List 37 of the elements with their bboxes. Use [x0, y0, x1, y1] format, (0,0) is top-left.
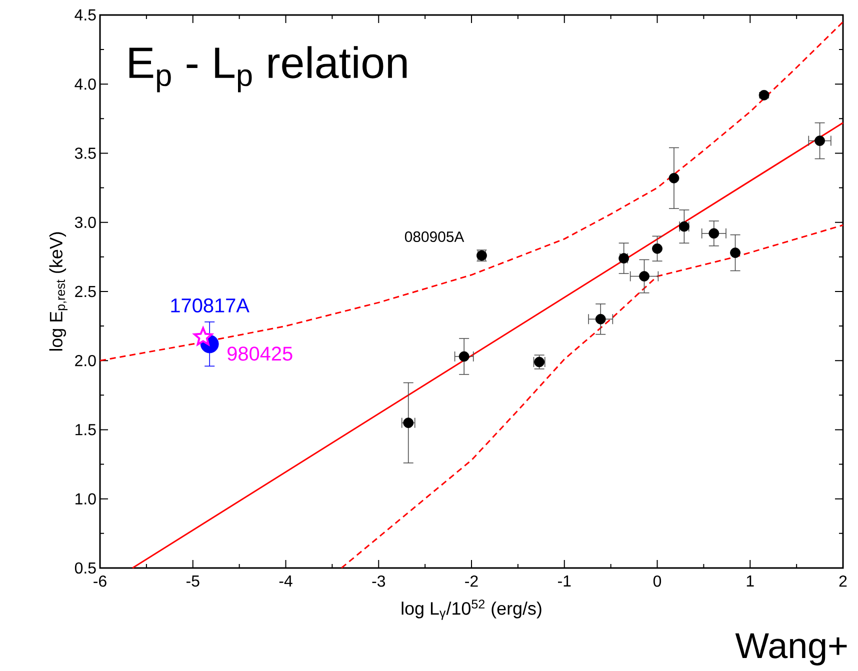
point [652, 243, 662, 254]
x-tick-label: -5 [186, 576, 200, 587]
point [595, 314, 606, 324]
y-tick-label: 3.5 [74, 148, 96, 159]
x-tick-label: 0 [653, 576, 662, 587]
x-tick-label: -1 [558, 576, 571, 586]
series-label: 170817A [171, 298, 250, 312]
point [814, 136, 825, 146]
x-tick-label: 1 [746, 576, 754, 586]
x-tick-label: -3 [372, 576, 386, 587]
point [668, 172, 680, 184]
line-series [99, 21, 844, 362]
point [194, 327, 213, 346]
text: Wang+ [735, 633, 847, 666]
y-axis-title: log E$_{p,rest}$ (keV) [49, 232, 68, 351]
text: E$_{p}$ - L$_{p}$ relation [129, 46, 407, 92]
point [639, 271, 650, 282]
annotation: 080905A [404, 231, 464, 242]
point [730, 248, 740, 258]
y-tick-label: 4.5 [74, 9, 96, 21]
x-tick-label: -6 [94, 576, 106, 587]
x-tick-label: -2 [465, 576, 478, 587]
point [458, 351, 470, 362]
x-tick-label: 2 [839, 576, 847, 587]
y-tick-label: 1.0 [76, 493, 96, 505]
line-series [340, 224, 844, 569]
x-axis-title: log L$_{γ}$/10$^{52}$ (erg/s) [402, 600, 542, 620]
series-label: 980425 [228, 346, 292, 361]
y-tick-label: 1.5 [76, 424, 96, 436]
y-tick-label: 0.5 [74, 562, 96, 574]
y-tick-label: 2.5 [75, 286, 96, 298]
y-tick-label: 3.0 [74, 216, 96, 228]
y-tick-label: 4.0 [74, 78, 96, 90]
point [708, 228, 720, 239]
x-tick-label: -4 [279, 576, 292, 586]
y-tick-label: 2.0 [75, 354, 96, 366]
point [758, 90, 770, 100]
